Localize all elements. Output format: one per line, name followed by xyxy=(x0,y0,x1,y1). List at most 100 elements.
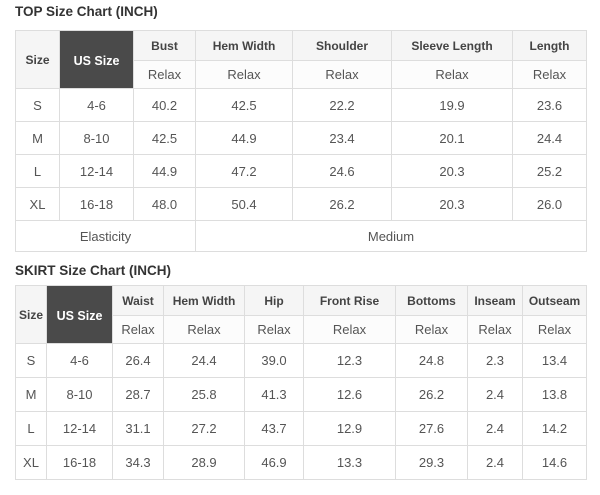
measurement-value-cell: 50.4 xyxy=(195,187,293,221)
elasticity-label-cell: Elasticity xyxy=(15,220,196,252)
size-label-cell: XL xyxy=(15,445,47,480)
measurement-value-cell: 12.9 xyxy=(303,411,396,446)
fit-subheader-row: Relax Relax Relax Relax Relax Relax Rela… xyxy=(16,315,587,344)
column-header-length: Length xyxy=(512,30,587,61)
measurement-value-cell: 48.0 xyxy=(133,187,196,221)
column-header-hip: Hip xyxy=(244,285,304,316)
skirt-table-body: S 4-6 26.4 24.4 39.0 12.3 24.8 2.3 13.4 … xyxy=(15,343,587,480)
measurement-value-cell: 23.6 xyxy=(512,88,587,122)
measurement-value-cell: 14.6 xyxy=(522,445,587,480)
fit-type-subheader: Relax xyxy=(244,315,304,344)
skirt-size-chart-title: SKIRT Size Chart (INCH) xyxy=(15,263,172,278)
us-size-header-cell: US Size xyxy=(46,285,113,344)
measurement-value-cell: 27.2 xyxy=(163,411,245,446)
table-row-xl: XL 16-18 48.0 50.4 26.2 20.3 26.0 xyxy=(15,187,587,221)
us-size-range-cell: 8-10 xyxy=(46,377,113,412)
column-header-outseam: Outseam xyxy=(522,285,587,316)
measurement-value-cell: 24.4 xyxy=(512,121,587,155)
measurement-value-cell: 20.1 xyxy=(391,121,513,155)
measurement-value-cell: 14.2 xyxy=(522,411,587,446)
size-label-cell: M xyxy=(15,121,60,155)
measurement-value-cell: 2.4 xyxy=(467,411,523,446)
size-header-cell: Size xyxy=(15,30,60,89)
size-label-cell: S xyxy=(15,88,60,122)
column-header-bottoms: Bottoms xyxy=(395,285,468,316)
measurement-value-cell: 20.3 xyxy=(391,187,513,221)
us-size-range-cell: 8-10 xyxy=(59,121,134,155)
fit-subheader-row: Relax Relax Relax Relax Relax xyxy=(16,60,587,89)
table-row-m: M 8-10 28.7 25.8 41.3 12.6 26.2 2.4 13.8 xyxy=(15,377,587,412)
measurement-value-cell: 41.3 xyxy=(244,377,304,412)
measurement-value-cell: 24.8 xyxy=(395,343,468,378)
measurement-value-cell: 42.5 xyxy=(133,121,196,155)
us-size-range-cell: 16-18 xyxy=(46,445,113,480)
measurement-value-cell: 13.8 xyxy=(522,377,587,412)
us-size-range-cell: 16-18 xyxy=(59,187,134,221)
measurement-value-cell: 2.3 xyxy=(467,343,523,378)
measurement-value-cell: 23.4 xyxy=(292,121,392,155)
skirt-size-chart-table: Size US Size Waist Hem Width Hip Front R… xyxy=(15,285,587,480)
measurement-value-cell: 28.9 xyxy=(163,445,245,480)
measurement-value-cell: 47.2 xyxy=(195,154,293,188)
us-size-range-cell: 12-14 xyxy=(59,154,134,188)
table-header-row: Size US Size Waist Hem Width Hip Front R… xyxy=(15,285,587,344)
measurement-value-cell: 31.1 xyxy=(112,411,164,446)
size-label-cell: M xyxy=(15,377,47,412)
measurement-value-cell: 46.9 xyxy=(244,445,304,480)
size-header-cell: Size xyxy=(15,285,47,344)
us-size-dark-cell: US Size xyxy=(47,286,112,343)
measurement-value-cell: 42.5 xyxy=(195,88,293,122)
table-row-s: S 4-6 26.4 24.4 39.0 12.3 24.8 2.3 13.4 xyxy=(15,343,587,378)
elasticity-value-cell: Medium xyxy=(195,220,587,252)
fit-type-subheader: Relax xyxy=(163,315,245,344)
measurement-value-cell: 34.3 xyxy=(112,445,164,480)
measurement-value-cell: 26.4 xyxy=(112,343,164,378)
measurement-value-cell: 19.9 xyxy=(391,88,513,122)
measurement-value-cell: 20.3 xyxy=(391,154,513,188)
table-row-l: L 12-14 44.9 47.2 24.6 20.3 25.2 xyxy=(15,154,587,188)
measurement-value-cell: 44.9 xyxy=(195,121,293,155)
us-size-range-cell: 12-14 xyxy=(46,411,113,446)
us-size-range-cell: 4-6 xyxy=(59,88,134,122)
fit-type-subheader: Relax xyxy=(395,315,468,344)
top-size-chart-table: Size US Size Bust Hem Width Shoulder Sle… xyxy=(15,30,587,252)
top-table-body: S 4-6 40.2 42.5 22.2 19.9 23.6 M 8-10 42… xyxy=(15,88,587,221)
skirt-table-header: Size US Size Waist Hem Width Hip Front R… xyxy=(15,285,587,344)
column-header-hem-width: Hem Width xyxy=(163,285,245,316)
size-label-cell: XL xyxy=(15,187,60,221)
measurement-value-cell: 2.4 xyxy=(467,377,523,412)
table-header-row: Size US Size Bust Hem Width Shoulder Sle… xyxy=(15,30,587,89)
column-header-sleeve-length: Sleeve Length xyxy=(391,30,513,61)
measurement-value-cell: 2.4 xyxy=(467,445,523,480)
column-header-front-rise: Front Rise xyxy=(303,285,396,316)
fit-type-subheader: Relax xyxy=(133,60,196,89)
measurement-value-cell: 13.4 xyxy=(522,343,587,378)
table-row-l: L 12-14 31.1 27.2 43.7 12.9 27.6 2.4 14.… xyxy=(15,411,587,446)
measurement-value-cell: 25.8 xyxy=(163,377,245,412)
table-row-xl: XL 16-18 34.3 28.9 46.9 13.3 29.3 2.4 14… xyxy=(15,445,587,480)
column-header-bust: Bust xyxy=(133,30,196,61)
fit-type-subheader: Relax xyxy=(512,60,587,89)
measurement-value-cell: 26.2 xyxy=(292,187,392,221)
skirt-size-chart-section: SKIRT Size Chart (INCH) Size US Size Wai… xyxy=(15,263,587,480)
column-header-waist: Waist xyxy=(112,285,164,316)
table-row-m: M 8-10 42.5 44.9 23.4 20.1 24.4 xyxy=(15,121,587,155)
fit-type-subheader: Relax xyxy=(522,315,587,344)
us-size-range-cell: 4-6 xyxy=(46,343,113,378)
measurement-value-cell: 40.2 xyxy=(133,88,196,122)
fit-type-subheader: Relax xyxy=(303,315,396,344)
measurement-value-cell: 39.0 xyxy=(244,343,304,378)
measurement-value-cell: 44.9 xyxy=(133,154,196,188)
elasticity-row: Elasticity Medium xyxy=(15,220,587,252)
size-label-cell: L xyxy=(15,411,47,446)
measurement-value-cell: 22.2 xyxy=(292,88,392,122)
fit-type-subheader: Relax xyxy=(292,60,392,89)
fit-type-subheader: Relax xyxy=(391,60,513,89)
measurement-value-cell: 12.3 xyxy=(303,343,396,378)
fit-type-subheader: Relax xyxy=(195,60,293,89)
column-header-inseam: Inseam xyxy=(467,285,523,316)
top-table-header: Size US Size Bust Hem Width Shoulder Sle… xyxy=(15,30,587,89)
measurement-value-cell: 24.6 xyxy=(292,154,392,188)
fit-type-subheader: Relax xyxy=(112,315,164,344)
fit-type-subheader: Relax xyxy=(467,315,523,344)
